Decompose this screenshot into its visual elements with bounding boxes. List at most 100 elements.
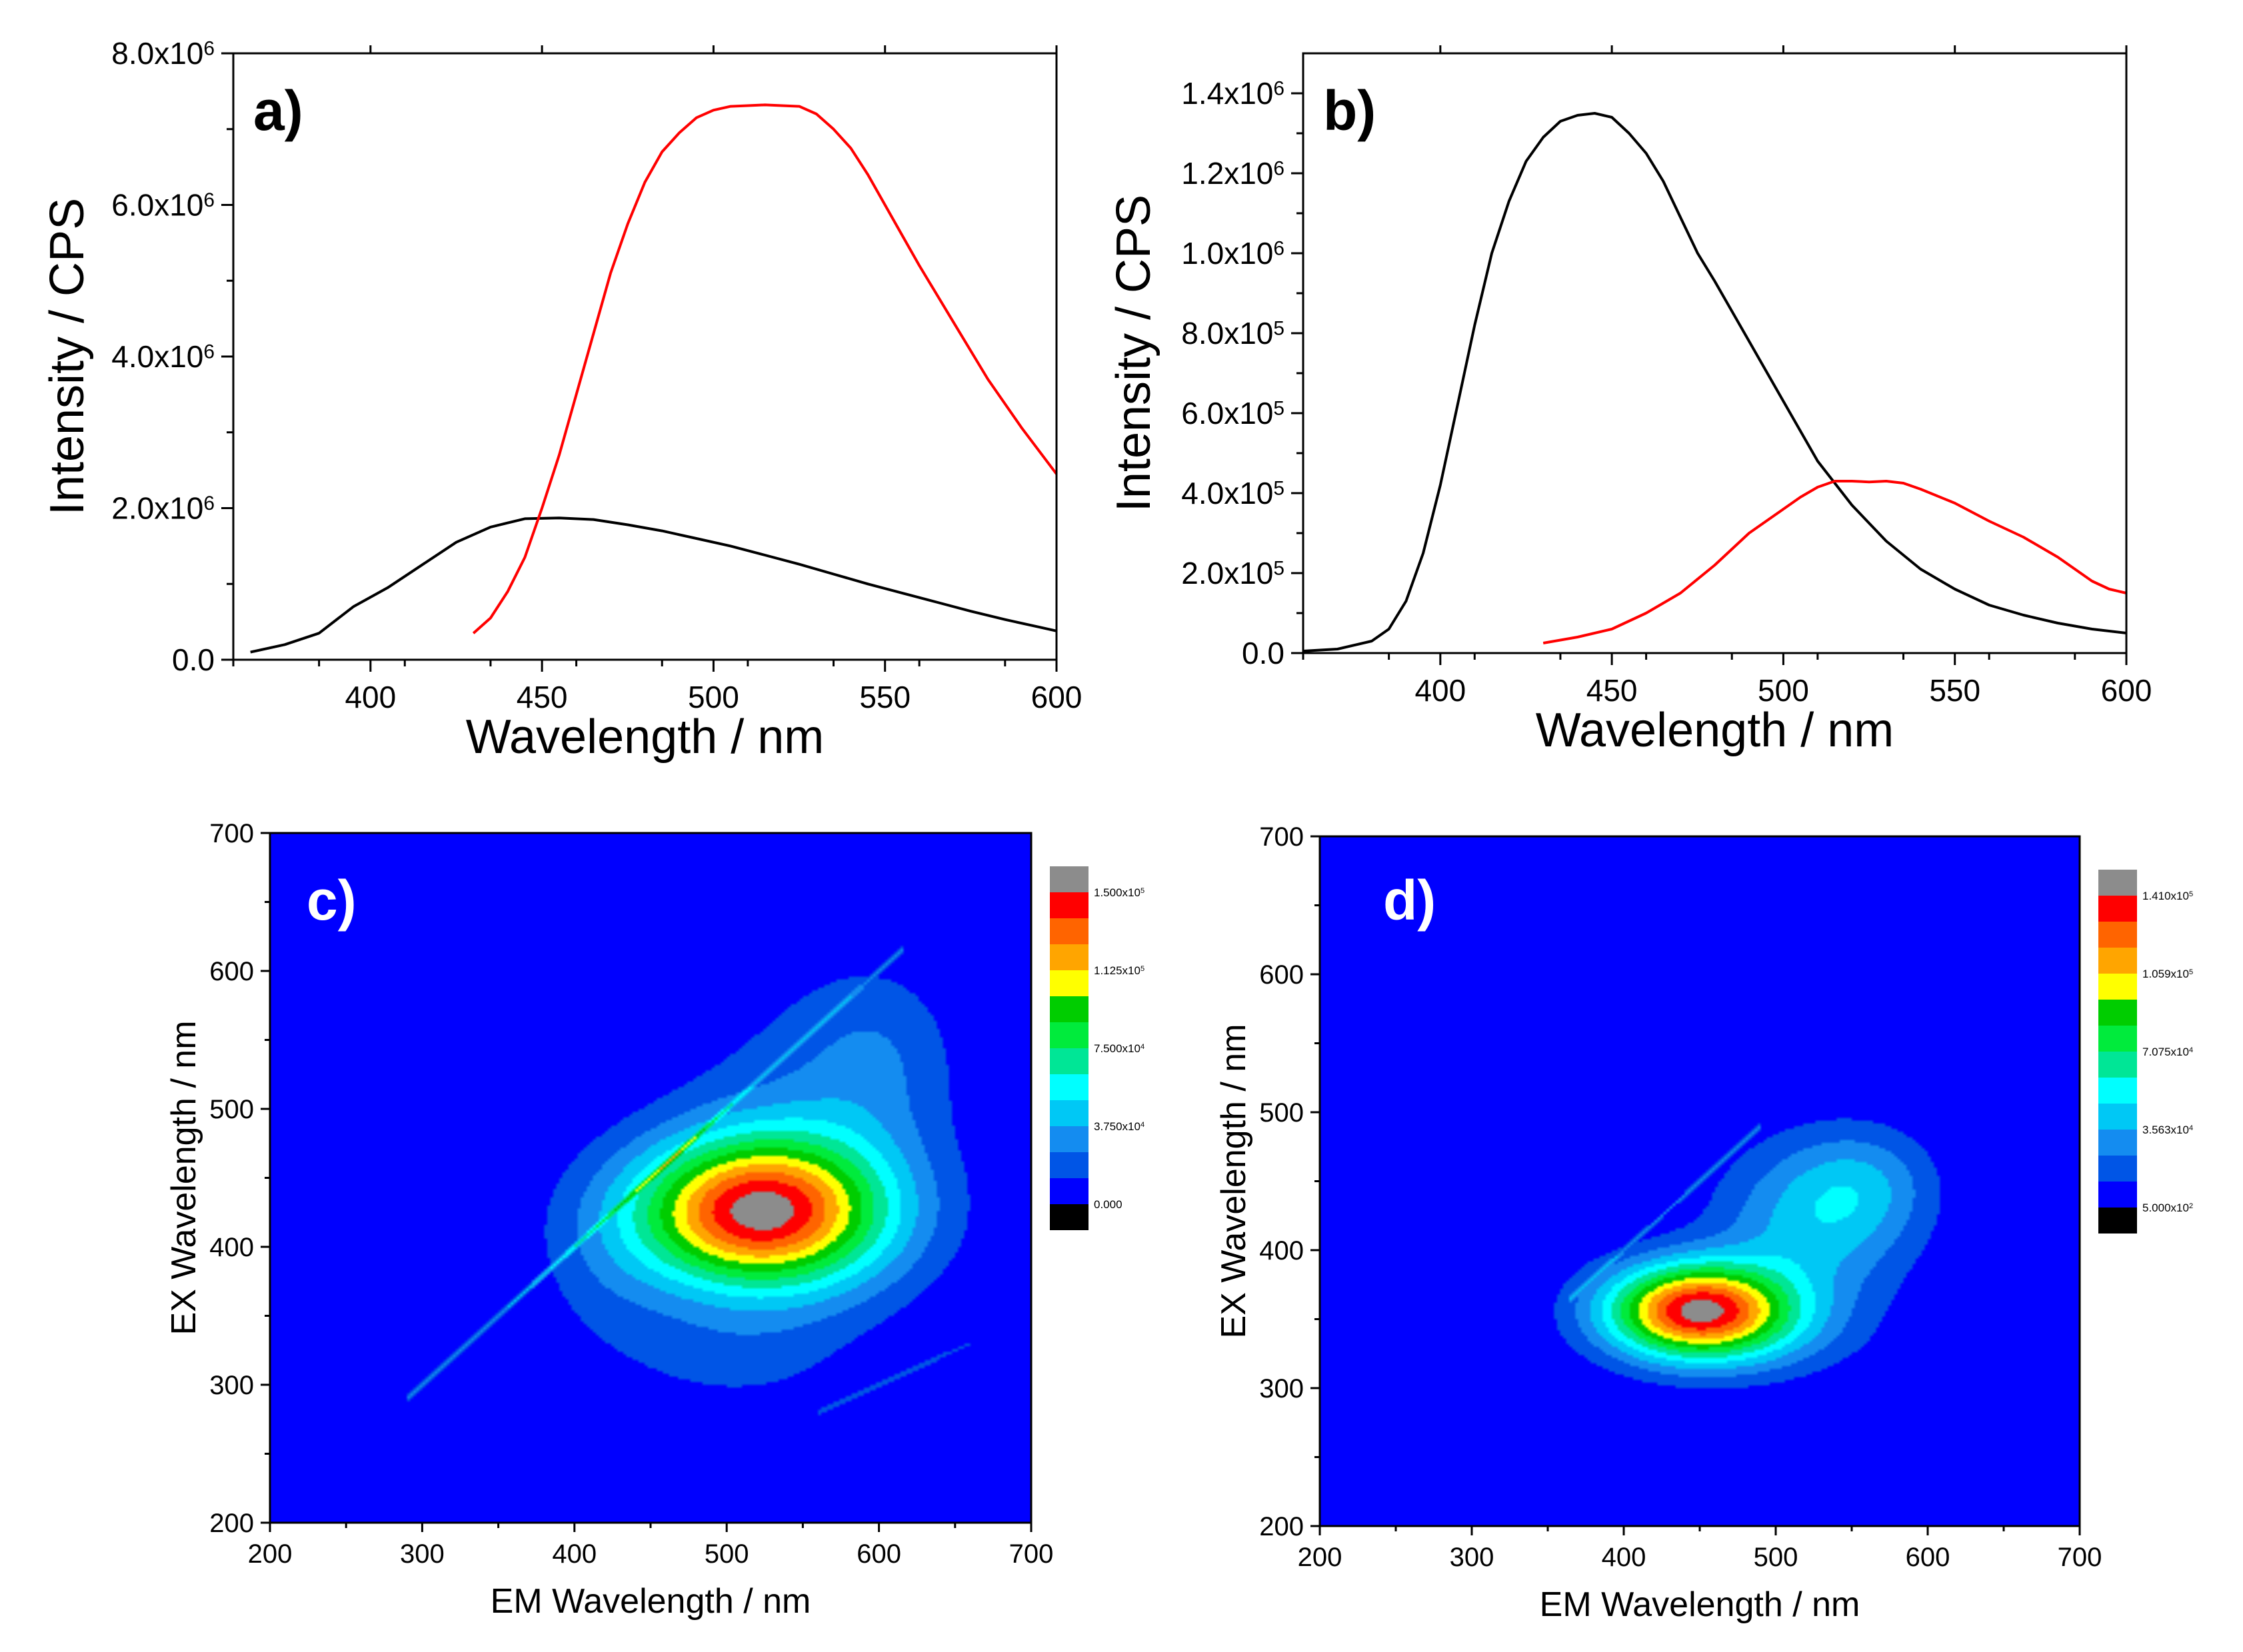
- panel-d-x-tick-label: 500: [1754, 1543, 1798, 1572]
- panel-a-x-tick-label: 400: [345, 680, 396, 714]
- panel-d-colorbar-label-base: 5.000x10: [2142, 1202, 2189, 1214]
- panel-c-colorbar-swatch: [1050, 970, 1089, 996]
- panel-d-colorbar-label-exponent: 4: [2189, 1124, 2193, 1132]
- panel-c-colorbar-label: 1.125x105: [1094, 964, 1144, 977]
- panel-d-colorbar-swatch: [2098, 922, 2137, 948]
- panel-b-y-tick-label: 4.0x105: [1181, 476, 1284, 510]
- panel-a-y-tick-label: 8.0x106: [111, 36, 215, 71]
- panel-c-y-axis-label: EX Wavelength / nm: [165, 1020, 203, 1335]
- panel-c-colorbar-swatch: [1050, 944, 1089, 970]
- panel-a-x-tick-label: 550: [859, 680, 911, 714]
- panel-a-y-tick-label: 2.0x106: [111, 491, 215, 526]
- panel-a-y-tick-label-base: 0.0: [172, 642, 215, 677]
- panel-d-colorbar-swatch: [2098, 1052, 2137, 1078]
- panel-c-colorbar-swatch: [1050, 1048, 1089, 1074]
- panel-d-colorbar-swatch: [2098, 1182, 2137, 1208]
- panel-b-y-tick-label-exponent: 5: [1273, 478, 1284, 500]
- panel-d-plot-frame: [1318, 835, 2081, 1527]
- panel-d-x-tick-label: 200: [1298, 1543, 1342, 1572]
- panel-d-colorbar-label: 1.410x105: [2142, 890, 2193, 902]
- panel-a-y-tick-label-base: 4.0x10: [111, 339, 203, 374]
- panel-d-colorbar-label-exponent: 5: [2189, 890, 2193, 898]
- panel-c-x-tick-label: 200: [248, 1539, 293, 1569]
- panel-d-colorbar-swatch: [2098, 896, 2137, 922]
- panel-b-y-tick-label-base: 2.0x10: [1181, 556, 1273, 590]
- panel-b-y-tick-label: 6.0x105: [1181, 396, 1284, 430]
- panel-c-x-tick-label: 600: [857, 1539, 901, 1569]
- panel-b-x-tick-label: 550: [1929, 673, 1980, 708]
- panel-d-y-axis-label: EX Wavelength / nm: [1214, 1024, 1253, 1338]
- panel-a-plot-frame: [232, 52, 1058, 661]
- panel-c-colorbar-swatch: [1050, 1204, 1089, 1230]
- panel-b-y-tick-label: 2.0x105: [1181, 556, 1284, 590]
- panel-a-y-axis-label: Intensity / CPS: [41, 198, 94, 515]
- panel-a-y-tick-label-base: 6.0x10: [111, 188, 203, 223]
- panel-a-y-tick-label: 6.0x106: [111, 188, 215, 223]
- panel-d-y-tick-label: 200: [1259, 1512, 1304, 1541]
- panel-b-y-tick-label-exponent: 6: [1273, 238, 1284, 260]
- panel-b-label: b): [1323, 79, 1376, 142]
- panel-d-colorbar-swatch: [2098, 870, 2137, 896]
- panel-b-plot-frame: [1302, 52, 2128, 654]
- panel-c-colorbar-label-base: 3.750x10: [1094, 1120, 1140, 1133]
- panel-d-x-tick-label: 400: [1602, 1543, 1646, 1572]
- panel-c-colorbar: 1.500x1051.125x1057.500x1043.750x1040.00…: [1050, 866, 1144, 1230]
- panel-c-x-tick-label: 500: [705, 1539, 749, 1569]
- panel-c-colorbar-label-base: 7.500x10: [1094, 1042, 1140, 1055]
- panel-a-x-tick-label: 450: [517, 680, 568, 714]
- panel-c-colorbar-label-exponent: 4: [1140, 1043, 1144, 1051]
- panel-b-y-tick-label-base: 6.0x10: [1181, 396, 1273, 430]
- panel-b-y-axis-label: Intensity / CPS: [1107, 195, 1160, 512]
- panel-c-colorbar-label-base: 0.000: [1094, 1198, 1122, 1211]
- panel-c-colorbar-label: 7.500x104: [1094, 1042, 1144, 1055]
- panel-c-y-tick-label: 500: [209, 1095, 254, 1124]
- panel-d-colorbar: 1.410x1051.059x1057.075x1043.563x1045.00…: [2098, 870, 2193, 1234]
- panel-b-y-tick-label: 8.0x105: [1181, 316, 1284, 351]
- panel-d-colorbar-swatch: [2098, 1026, 2137, 1052]
- panel-b-y-tick-label-exponent: 6: [1273, 158, 1284, 180]
- panel-d-x-axis-label: EM Wavelength / nm: [1540, 1585, 1860, 1624]
- panel-a-x-tick-label: 500: [688, 680, 739, 714]
- panel-b-y-tick-label-base: 4.0x10: [1181, 476, 1273, 510]
- panel-b-series-black-line: [1302, 112, 2127, 652]
- panel-d-colorbar-label-base: 7.075x10: [2142, 1046, 2189, 1058]
- panel-d-colorbar-swatch: [2098, 1130, 2137, 1156]
- panel-a-series-red-line: [472, 103, 1058, 634]
- panel-b-y-tick-label: 1.4x106: [1181, 76, 1284, 111]
- panel-a-y-tick-label-exponent: 6: [203, 189, 215, 211]
- panel-b-x-tick-label: 600: [2101, 673, 2152, 708]
- panel-d-y-tick-label: 600: [1259, 960, 1304, 990]
- panel-c-label: c): [307, 869, 357, 932]
- panel-c-colorbar-label-exponent: 4: [1140, 1121, 1144, 1129]
- panel-c-plot-frame: [269, 832, 1033, 1524]
- panel-c-x-axis-label: EM Wavelength / nm: [491, 1582, 811, 1621]
- panel-b-x-tick-label: 500: [1758, 673, 1809, 708]
- panel-b-y-tick-label-exponent: 5: [1273, 558, 1284, 580]
- panel-a-y-tick-label: 0.0: [172, 642, 215, 677]
- panel-d-label: d): [1383, 869, 1436, 932]
- panel-d-x-tick-label: 700: [2058, 1543, 2102, 1572]
- panel-c-y-tick-label: 300: [209, 1371, 254, 1400]
- panel-c-heatmap-image: [270, 833, 1031, 1523]
- panel-d-colorbar-swatch: [2098, 1208, 2137, 1234]
- panel-a-x-tick-label: 600: [1031, 680, 1083, 714]
- panel-b-y-tick-label-base: 0.0: [1242, 636, 1284, 670]
- panel-c-x-tick-label: 400: [552, 1539, 597, 1569]
- panel-b-series-red-line: [1542, 480, 2127, 644]
- panel-c-colorbar-swatch: [1050, 1152, 1089, 1178]
- panel-c-x-tick-label: 700: [1009, 1539, 1054, 1569]
- panel-a: 400 450 500 550 6000.02.0x1064.0x1066.0x1068…: [41, 36, 1082, 764]
- panel-c-colorbar-label: 0.000: [1094, 1198, 1122, 1211]
- panel-c-colorbar-label-exponent: 5: [1140, 887, 1144, 895]
- panel-c-colorbar-label-base: 1.125x10: [1094, 964, 1140, 977]
- panel-d-colorbar-label-exponent: 4: [2189, 1046, 2193, 1054]
- panel-d-colorbar-swatch: [2098, 1000, 2137, 1026]
- panel-c-colorbar-swatch: [1050, 892, 1089, 918]
- panel-d-y-tick-label: 300: [1259, 1374, 1304, 1403]
- panel-a-y-tick-label-exponent: 6: [203, 341, 215, 363]
- panel-c-y-tick-label: 200: [209, 1509, 254, 1538]
- panel-c-colorbar-label-base: 1.500x10: [1094, 886, 1140, 899]
- panel-b-y-tick-label-exponent: 6: [1273, 78, 1284, 100]
- panel-d-colorbar-label: 5.000x102: [2142, 1202, 2193, 1214]
